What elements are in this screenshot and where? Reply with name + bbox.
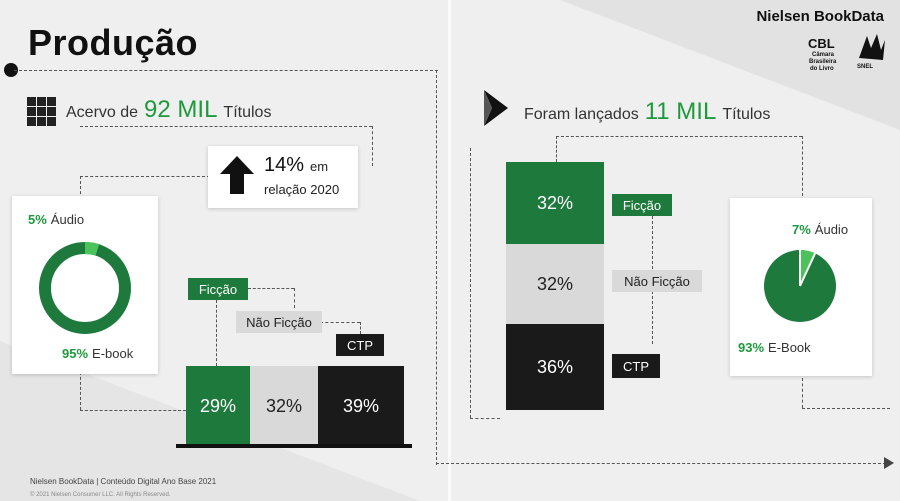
right-lead-prefix: Foram lançados [524,106,639,123]
connector-line [14,70,438,71]
left-bar-ficcao: 29% [186,366,250,446]
growth-text2: relação 2020 [264,182,340,197]
left-bar-nao-ficcao: 32% [250,366,318,446]
timeline-dot [4,63,18,77]
svg-text:Câmara: Câmara [812,52,835,58]
left-lead-prefix: Acervo de [66,104,139,121]
left-label-ctp: CTP [336,334,384,356]
right-label-ctp: CTP [612,354,660,378]
connector-line [470,148,471,418]
right-label-ficcao: Ficção [612,194,672,216]
growth-text1: em [310,159,329,174]
connector-line [556,136,802,137]
left-label-nao-ficcao: Não Ficção [236,311,322,333]
pie-audio-label: Áudio [814,222,849,237]
pie-card: 7% Áudio 93% E-Book [730,198,872,376]
pie-ebook-label: E-Book [768,340,811,355]
pie-chart [764,249,836,322]
connector-line [80,126,372,127]
donut-ebook-label: E-book [92,346,134,361]
connector-line [360,322,361,334]
background-shape-top [560,0,900,130]
panel-divider [448,0,451,501]
donut-chart [39,242,131,334]
connector-line [802,136,803,196]
arrow-right-icon [884,457,894,469]
right-lead-number: 11 MIL [644,98,717,125]
arrow-up-icon [220,156,254,199]
svg-text:CBL: CBL [808,36,835,51]
footer-source: Nielsen BookData | Conteúdo Digital Ano … [30,477,217,486]
right-stack-ctp: 36% [506,324,604,410]
right-lead-suffix: Títulos [722,106,771,123]
footer-copyright: © 2021 Nielsen Consumer LLC. All Rights … [30,492,171,498]
left-lead: Acervo de 92 MIL Títulos [66,96,271,124]
brand-name: Nielsen BookData [756,8,884,25]
snel-logo: SNEL [853,30,887,74]
forward-logo-icon [482,90,512,131]
connector-line [216,300,217,366]
grid-icon-card [26,96,58,128]
donut-ebook-segment [39,242,131,334]
right-lead: Foram lançados 11 MIL Títulos [524,98,770,126]
svg-text:do Livro: do Livro [810,66,834,72]
connector-line [294,288,295,308]
connector-line [556,136,557,162]
connector-line [248,288,294,289]
connector-line [436,463,886,464]
connector-line [80,410,186,411]
donut-audio-pct: 5% [28,212,47,227]
pie-audio-pct: 7% [792,222,811,237]
left-bars-baseline [176,444,412,448]
growth-card: 14% em relação 2020 [208,146,358,208]
cbl-logo: CBL Câmara Brasileira do Livro [806,35,852,75]
donut-ebook-pct: 95% [62,346,89,361]
svg-text:Brasileira: Brasileira [809,59,837,65]
donut-card: 5% Áudio 95% E-book [12,196,158,374]
left-label-ficcao: Ficção [188,278,248,300]
left-lead-suffix: Títulos [223,104,272,121]
pie-ebook-pct: 93% [738,340,765,355]
connector-line [470,418,500,419]
right-stack-ficcao: 32% [506,162,604,244]
connector-line [320,322,360,323]
donut-audio-segment [39,242,131,334]
right-label-nao-ficcao: Não Ficção [612,270,702,292]
connector-line [802,378,803,408]
left-lead-number: 92 MIL [144,96,218,123]
right-stack-nao-ficcao: 32% [506,244,604,324]
connector-line [372,126,373,166]
growth-value: 14% [264,154,305,176]
connector-line [802,408,890,409]
grid-icon [27,97,56,126]
svg-text:SNEL: SNEL [857,64,873,70]
left-bar-ctp: 39% [318,366,404,446]
connector-line [80,176,210,177]
page-title: Produção [28,22,199,63]
connector-line [436,70,437,465]
donut-audio-label: Áudio [50,212,85,227]
